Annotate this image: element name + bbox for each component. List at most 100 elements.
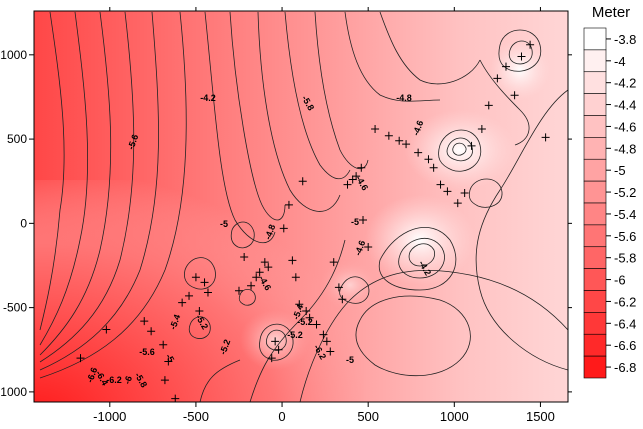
contour-label: -6.2: [106, 375, 122, 385]
contour-label-text: -5: [164, 352, 177, 364]
plot-frame: [33, 10, 569, 403]
station-marker: [295, 300, 304, 309]
contour-label-text: -4.2: [200, 93, 216, 103]
legend-label: -5.4: [614, 207, 636, 222]
contour-line: [199, 359, 241, 402]
legend-label: -4.8: [614, 141, 636, 156]
station-marker: [191, 273, 200, 282]
legend-label: -6.2: [614, 294, 636, 309]
station-marker: [453, 199, 462, 208]
y-tick-label: 1000: [0, 48, 27, 62]
station-marker: [493, 74, 502, 83]
contour-label: -5: [351, 217, 359, 227]
station-marker: [271, 337, 280, 346]
contour-line: [355, 295, 471, 377]
contour-label: -5.2: [218, 338, 233, 356]
contour-label-text: -6.2: [106, 375, 122, 385]
station-marker: [160, 376, 169, 385]
legend-label: -3.8: [614, 32, 636, 47]
station-marker: [200, 278, 209, 287]
station-marker: [334, 283, 343, 292]
contour-line: [314, 11, 369, 170]
station-marker: [234, 286, 243, 295]
contour-line: [184, 257, 216, 290]
legend-swatch: [583, 180, 607, 204]
contour-line: [39, 11, 135, 363]
station-markers: [76, 40, 550, 402]
contour-label: -4.8: [396, 93, 412, 103]
station-marker: [312, 320, 321, 329]
station-marker: [247, 281, 256, 290]
legend-swatch: [583, 71, 607, 94]
station-marker: [322, 337, 331, 346]
contour-lines: [39, 11, 568, 402]
contour-label: -6: [122, 375, 134, 386]
station-marker: [252, 273, 261, 282]
station-marker: [436, 180, 445, 189]
contour-line: [39, 11, 89, 346]
legend-label: -6: [614, 273, 626, 288]
contour-line: [468, 178, 503, 208]
y-tick-label: -500: [3, 301, 27, 315]
station-marker: [288, 256, 297, 265]
legend-swatch: [583, 202, 607, 226]
station-marker: [319, 330, 328, 339]
legend-swatch: [583, 115, 607, 138]
legend-swatch: [583, 158, 607, 182]
contour-label: -5: [346, 355, 354, 365]
contour-label: -5.4: [291, 303, 306, 321]
contour-line: [398, 238, 445, 279]
legend-label: -5.8: [614, 251, 636, 266]
station-marker: [477, 124, 486, 133]
contour-label: -4.6: [353, 239, 368, 257]
contour-line: [452, 142, 467, 156]
station-marker: [384, 131, 393, 140]
station-marker: [102, 325, 111, 334]
legend-swatch: [583, 355, 607, 379]
contour-line: [204, 11, 276, 244]
contour-label-text: -5: [220, 219, 228, 229]
legend-label: -5.6: [614, 229, 636, 244]
station-marker: [267, 354, 276, 363]
station-marker: [147, 327, 156, 336]
contour-label-text: -5.4: [291, 303, 306, 321]
x-tick-label: -1000: [93, 409, 126, 424]
contour-label: -6.6: [85, 366, 100, 384]
station-marker: [159, 340, 168, 349]
contour-line: [498, 29, 542, 72]
contour-line: [446, 137, 473, 162]
station-marker: [357, 163, 366, 172]
station-marker: [305, 313, 314, 322]
contour-line: [378, 226, 457, 291]
contour-label-text: -4.8: [263, 223, 278, 241]
x-tick-label: 1000: [440, 409, 469, 424]
station-marker: [203, 288, 212, 297]
contour-label-text: -5.2: [287, 330, 303, 340]
legend-swatch: [583, 312, 607, 335]
station-marker: [510, 91, 519, 100]
legend-swatch: [583, 49, 607, 73]
legend-label: -5: [614, 163, 626, 178]
station-marker: [274, 345, 283, 354]
contour-label: -5.6: [126, 133, 141, 151]
station-marker: [359, 215, 368, 224]
legend-swatch: [583, 93, 607, 116]
station-marker: [302, 306, 311, 315]
station-marker: [171, 394, 180, 402]
station-marker: [140, 317, 149, 326]
color-legend: Meter -3.8 -4 -4.2 -4.4 -4.6 -4.8 -5 -5.2 -5.4 -5.…: [583, 4, 636, 379]
contour-line: [479, 59, 530, 146]
station-marker: [195, 306, 204, 315]
contour-label-text: -6.6: [85, 366, 100, 384]
contour-line: [229, 11, 286, 221]
station-marker: [338, 295, 347, 304]
legend-swatch: [583, 224, 607, 248]
legend-swatch: [583, 27, 607, 51]
contour-label-text: -5.6: [139, 347, 155, 357]
station-marker: [284, 200, 293, 209]
station-marker: [343, 180, 352, 189]
station-marker: [352, 172, 361, 181]
legend-label: -6.8: [614, 360, 636, 375]
contour-labels: -6.6-6.4-6.2 -6-5.8-5.6-5.4 -5.2-5 -4.8-4.6…: [85, 93, 434, 389]
contour-line: [188, 316, 211, 339]
